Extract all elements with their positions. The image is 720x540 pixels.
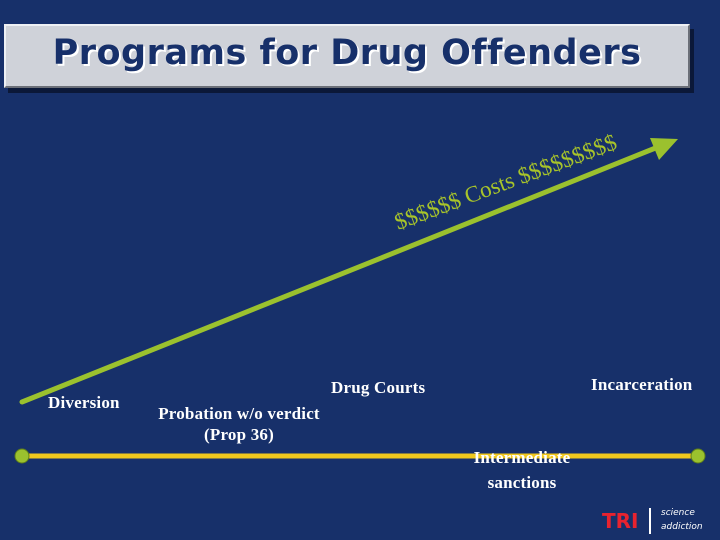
cost-arrow-head — [650, 138, 678, 160]
timeline-end-dot — [690, 448, 706, 464]
label-diversion: Diversion — [48, 393, 120, 412]
slide-title: Programs for Drug Offenders — [52, 33, 642, 73]
tri-logo-abbr: TRI — [602, 509, 639, 533]
label-probation: Probation w/o verdict (Prop 36) — [141, 404, 337, 445]
timeline-start-dot — [14, 448, 30, 464]
tri-logo-line2: addiction — [661, 522, 703, 532]
label-intermediate-line2: sanctions — [487, 473, 557, 492]
title-box: Programs for Drug Offenders — [4, 24, 690, 88]
label-incarceration: Incarceration — [591, 375, 693, 394]
cost-arrow-label: $$$$$$ Costs $$$$$$$$$ — [391, 129, 620, 234]
cost-arrow-line — [19, 144, 661, 405]
label-probation-line2: (Prop 36) — [204, 425, 274, 444]
tri-logo-divider — [649, 508, 651, 534]
label-intermediate-line1: Intermediate — [473, 448, 571, 467]
tri-logo-line1: science — [661, 508, 695, 518]
label-probation-line1: Probation w/o verdict — [158, 404, 320, 423]
cost-arrow-label-path: $$$$$$ Costs $$$$$$$$$ — [391, 129, 620, 234]
label-drug-courts: Drug Courts — [331, 378, 426, 397]
label-intermediate: Intermediate sanctions — [456, 445, 588, 495]
